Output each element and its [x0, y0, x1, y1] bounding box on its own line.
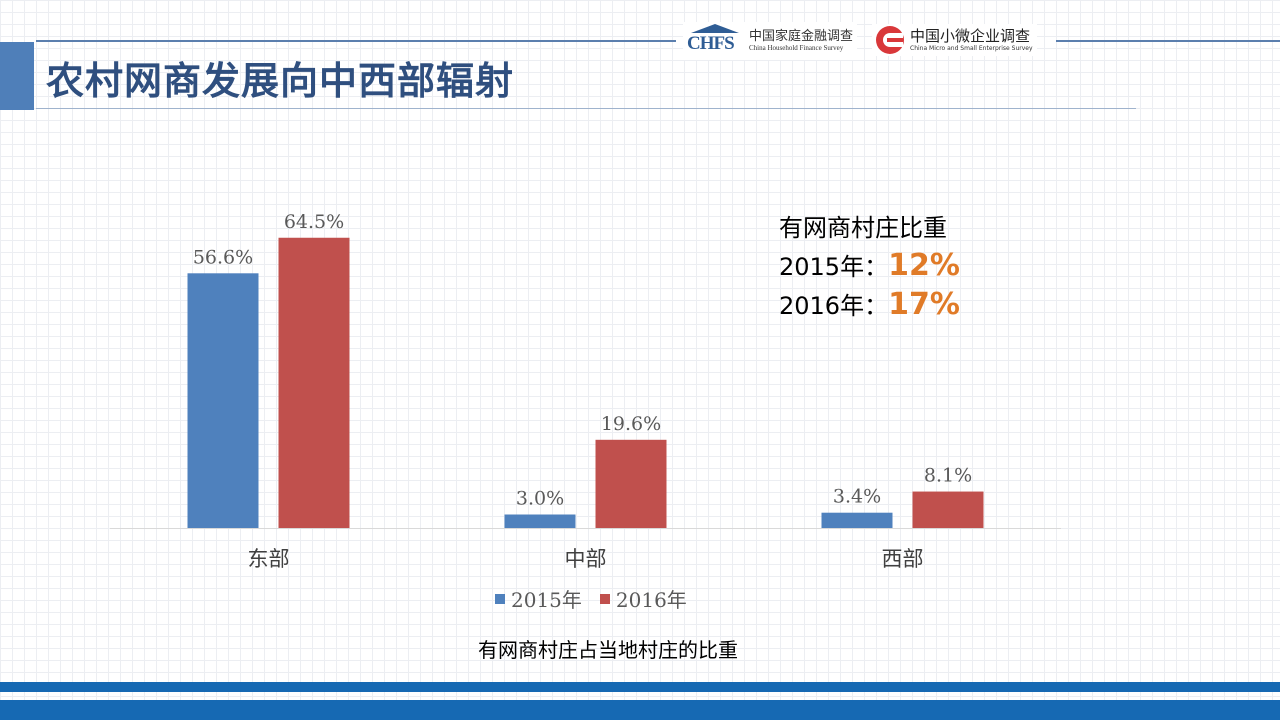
- data-label-1-0: 64.5%: [284, 211, 344, 233]
- cmse-logo: 中国小微企业调查 China Micro and Small Enterpris…: [872, 24, 1037, 56]
- legend-item-2016: 2016年: [599, 584, 687, 613]
- note-value-2016: 17%: [888, 287, 960, 322]
- legend-swatch-2016: [599, 593, 610, 604]
- title-underline: [36, 108, 1136, 109]
- note-label-2016: 2016年：: [779, 292, 889, 320]
- bar-1-1: [595, 439, 667, 528]
- chfs-logo-en: China Household Finance Survey: [749, 44, 844, 52]
- chfs-logo: CHFS 中国家庭金融调查 China Household Finance Su…: [683, 22, 858, 60]
- title-accent-bar: [0, 42, 34, 110]
- bar-0-2: [821, 512, 893, 528]
- legend-item-2015: 2015年: [495, 584, 582, 613]
- data-label-1-1: 19.6%: [601, 413, 661, 435]
- legend-label-2015: 2015年: [511, 588, 582, 612]
- data-label-0-0: 56.6%: [193, 246, 253, 268]
- data-label-0-2: 3.4%: [833, 486, 881, 508]
- category-label-0: 东部: [248, 547, 290, 571]
- note-row-2016: 2016年：17%: [779, 286, 960, 325]
- note-label-2015: 2015年：: [779, 253, 889, 281]
- chfs-logo-mark: CHFS: [687, 33, 735, 54]
- cmse-emblem-icon: [876, 26, 904, 54]
- legend-swatch-2015: [495, 593, 505, 604]
- note-value-2015: 12%: [888, 248, 960, 283]
- chfs-logo-cn: 中国家庭金融调查: [749, 29, 854, 44]
- cmse-logo-en: China Micro and Small Enterprise Survey: [910, 45, 1033, 52]
- bar-1-2: [912, 491, 984, 528]
- summary-note: 有网商村庄比重 2015年：12% 2016年：17%: [779, 210, 960, 325]
- footer-stripe-thin: [0, 682, 1280, 692]
- chfs-house-icon: CHFS: [687, 24, 743, 58]
- category-label-1: 中部: [565, 547, 607, 571]
- cmse-logo-cn: 中国小微企业调查: [910, 27, 1031, 45]
- chart-legend: 2015年 2016年: [495, 584, 687, 613]
- data-label-1-2: 8.1%: [924, 465, 972, 487]
- footer-stripe-thick: [0, 700, 1280, 720]
- category-label-2: 西部: [882, 547, 924, 571]
- bar-0-0: [187, 273, 259, 528]
- data-label-0-1: 3.0%: [516, 488, 564, 510]
- chart-caption: 有网商村庄占当地村庄的比重: [478, 638, 738, 662]
- slide-title: 农村网商发展向中西部辐射: [46, 59, 515, 103]
- note-heading: 有网商村庄比重: [779, 214, 947, 242]
- header-rule-left: [36, 40, 676, 42]
- header-rule-right: [1056, 40, 1280, 42]
- note-row-2015: 2015年：12%: [779, 247, 960, 286]
- bar-0-1: [504, 514, 576, 528]
- legend-label-2016: 2016年: [615, 588, 687, 612]
- bar-1-0: [278, 237, 350, 528]
